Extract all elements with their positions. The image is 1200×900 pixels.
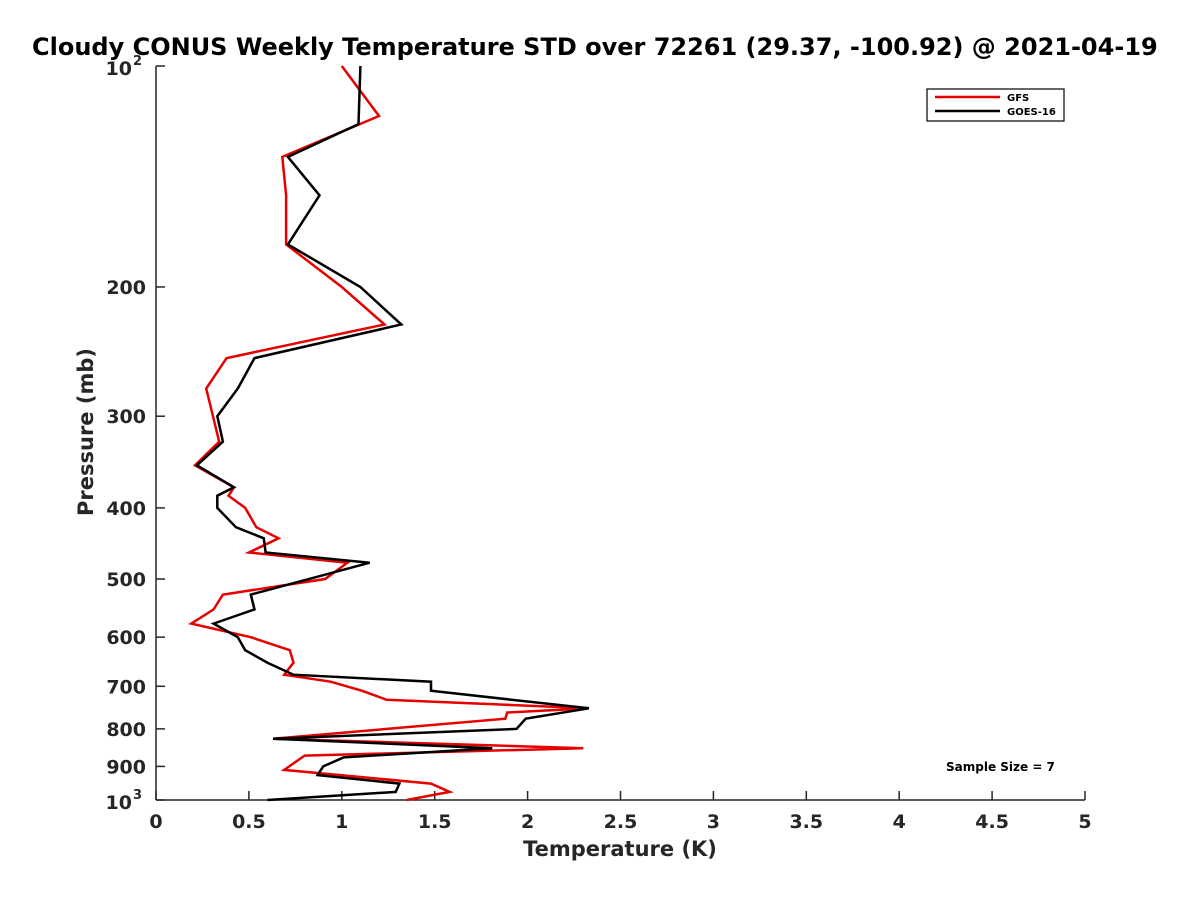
x-tick-label-6: 3	[707, 811, 720, 833]
series-layer	[188, 65, 590, 802]
sample-size-annotation: Sample Size = 7	[946, 760, 1055, 774]
y-tick-label-1: 200	[106, 277, 146, 299]
y-axis-label: Pressure (mb)	[74, 348, 98, 516]
x-tick-label-10: 5	[1078, 811, 1091, 833]
legend-box	[926, 88, 1065, 122]
y-tick-exp-9: 3	[133, 788, 142, 803]
y-tick-label-8: 900	[106, 756, 146, 778]
y-tick-label-0: 10	[106, 58, 132, 80]
y-tick-label-2: 300	[106, 406, 146, 428]
chart-title: Cloudy CONUS Weekly Temperature STD over…	[32, 33, 1158, 61]
series-line-goes16	[194, 65, 590, 802]
x-tick-label-1: 0.5	[232, 811, 266, 833]
x-axis-label: Temperature (K)	[523, 837, 717, 861]
x-tick-label-3: 1.5	[418, 811, 452, 833]
x-tick-label-5: 2.5	[604, 811, 638, 833]
x-tick-label-8: 4	[893, 811, 906, 833]
x-tick-label-4: 2	[521, 811, 534, 833]
x-tick-label-9: 4.5	[975, 811, 1009, 833]
legend: GFS GOES-16	[926, 88, 1065, 122]
y-tick-label-5: 600	[106, 627, 146, 649]
ticks: 0 0.5 1 1.5 2 2.5 3 3.5 4 4.5 510 22003004005006007…	[106, 54, 1092, 833]
y-tick-label-9: 10	[106, 792, 132, 814]
legend-label-gfs: GFS	[1007, 93, 1029, 104]
y-tick-exp-0: 2	[133, 54, 142, 69]
legend-label-goes16: GOES-16	[1007, 107, 1056, 118]
x-tick-label-7: 3.5	[789, 811, 823, 833]
y-tick-label-7: 800	[106, 719, 146, 741]
y-tick-label-3: 400	[106, 498, 146, 520]
y-tick-label-6: 700	[106, 676, 146, 698]
series-line-gfs	[188, 65, 589, 802]
x-tick-label-0: 0	[149, 811, 162, 833]
axes	[155, 66, 1085, 801]
y-tick-label-4: 500	[106, 569, 146, 591]
x-tick-label-2: 1	[335, 811, 348, 833]
